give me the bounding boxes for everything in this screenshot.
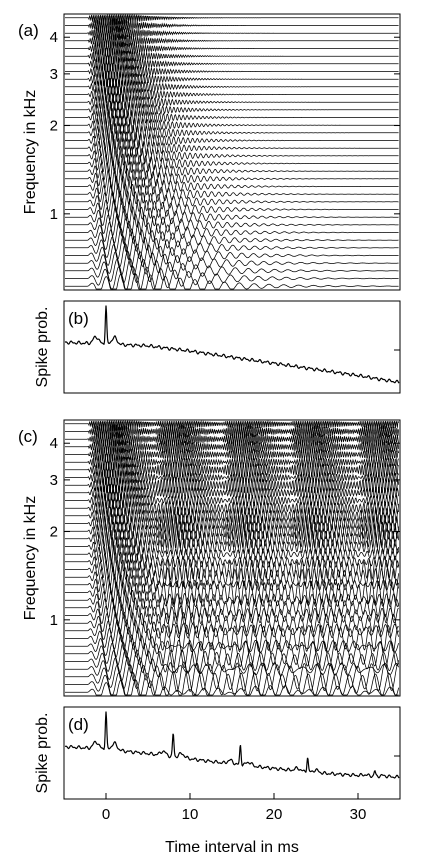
panel-c-label: (c)	[18, 427, 38, 446]
filter-channel-trace	[65, 603, 399, 628]
filter-channel-trace	[65, 92, 399, 112]
filter-channel-trace	[65, 32, 399, 49]
filter-channel-trace	[65, 639, 399, 669]
panel-c: (c) 1 2 3 4 Frequency in kHz	[18, 419, 401, 697]
filter-channel-trace	[65, 453, 399, 471]
panel-a-traces	[65, 13, 399, 290]
filter-channel-trace	[65, 498, 399, 518]
filter-channel-trace	[65, 558, 399, 582]
filter-channel-trace	[65, 419, 399, 432]
filter-channel-trace	[65, 535, 399, 557]
filter-channel-trace	[65, 47, 399, 65]
filter-channel-trace	[65, 250, 399, 276]
filter-channel-trace	[65, 100, 399, 119]
panel-b-frame	[63, 300, 401, 394]
x-tick-label: 30	[350, 806, 367, 823]
x-tick-label: 10	[182, 806, 199, 823]
filter-channel-trace	[65, 183, 399, 205]
filter-channel-trace	[65, 152, 399, 175]
filter-channel-trace	[65, 649, 399, 674]
filter-channel-trace	[65, 213, 399, 237]
filter-channel-trace	[65, 579, 399, 606]
y-tick-label: 4	[50, 435, 58, 452]
panel-b: (b) Spike prob.	[34, 300, 401, 394]
panel-d-frame	[63, 706, 401, 800]
panel-b-label: (b)	[68, 309, 89, 328]
filter-channel-trace	[65, 197, 399, 222]
filter-channel-trace	[65, 55, 399, 73]
filter-channel-trace	[65, 661, 399, 692]
panel-a-label: (a)	[18, 21, 39, 40]
filter-channel-trace	[65, 78, 399, 96]
panel-a: (a) 1 2 3 4 Frequency in kHz	[18, 13, 401, 291]
panel-a-y-ticks: 1 2 3 4	[50, 29, 400, 223]
panel-a-ylabel: Frequency in kHz	[22, 90, 39, 215]
y-tick-label: 2	[50, 118, 58, 135]
panel-b-ylabel: Spike prob.	[34, 307, 51, 388]
panel-d: (d) 0 10 20 30 Spike prob. Time interval in…	[34, 706, 401, 856]
filter-channel-trace	[65, 258, 399, 284]
filter-channel-trace	[65, 17, 399, 34]
filter-channel-trace	[65, 484, 399, 502]
panel-d-label: (d)	[68, 715, 89, 734]
y-tick-label: 3	[50, 66, 58, 83]
y-tick-label: 3	[50, 472, 58, 489]
filter-channel-trace	[65, 40, 399, 57]
filter-channel-trace	[65, 235, 399, 261]
panel-d-xlabel: Time interval in ms	[165, 839, 299, 856]
panel-c-traces	[65, 419, 399, 696]
y-tick-label: 1	[50, 612, 58, 629]
y-tick-label: 4	[50, 29, 58, 46]
filter-channel-trace	[65, 115, 399, 136]
filter-channel-trace	[65, 550, 399, 573]
filter-channel-trace	[65, 205, 399, 229]
panel-a-frame	[63, 13, 401, 291]
filter-channel-trace	[65, 611, 399, 635]
panel-c-y-ticks: 1 2 3 4	[50, 435, 400, 629]
filter-channel-trace	[65, 589, 399, 611]
filter-channel-trace	[65, 461, 399, 479]
panel-d-x-ticks: 0 10 20 30	[102, 793, 367, 823]
filter-channel-trace	[65, 543, 399, 565]
filter-channel-trace	[65, 619, 399, 643]
x-tick-label: 20	[266, 806, 283, 823]
y-tick-label: 1	[50, 206, 58, 223]
filter-channel-trace	[65, 506, 399, 526]
panel-c-ylabel: Frequency in kHz	[22, 496, 39, 621]
panel-d-spike-curve	[65, 711, 400, 779]
filter-channel-trace	[65, 431, 399, 448]
filter-channel-trace	[65, 129, 399, 151]
filter-channel-trace	[65, 144, 399, 167]
filter-channel-trace	[65, 175, 399, 198]
panel-d-ylabel: Spike prob.	[34, 713, 51, 794]
filter-channel-trace	[65, 13, 399, 26]
panel-c-frame	[63, 419, 401, 697]
panel-b-spike-curve	[64, 305, 400, 384]
filter-channel-trace	[65, 243, 399, 268]
filter-channel-trace	[65, 265, 399, 290]
filter-channel-trace	[65, 25, 399, 42]
filter-channel-trace	[65, 137, 399, 159]
filter-channel-trace	[65, 438, 399, 455]
y-tick-label: 2	[50, 524, 58, 541]
x-tick-label: 0	[102, 806, 110, 823]
filter-channel-trace	[65, 228, 399, 253]
